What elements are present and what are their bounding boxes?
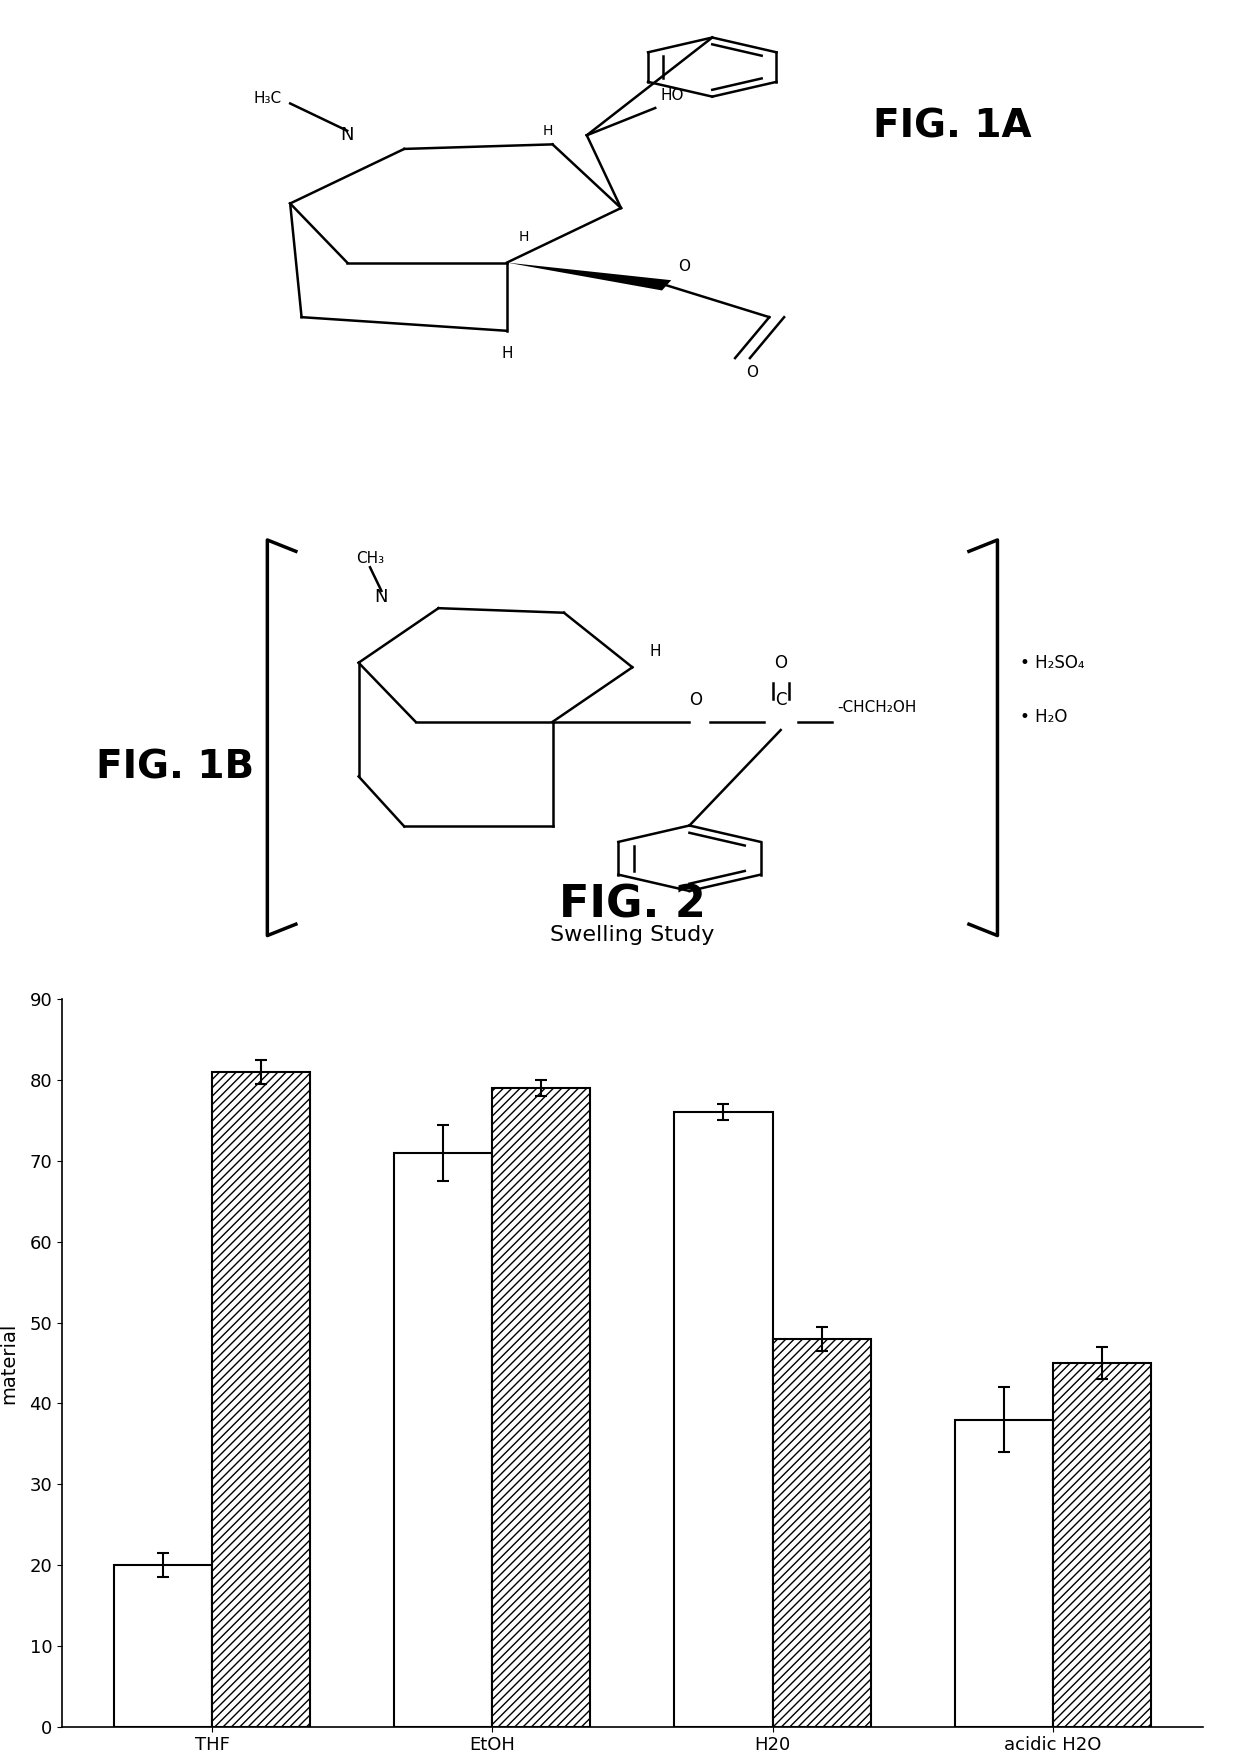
Text: N: N <box>374 589 388 606</box>
Text: H: H <box>542 123 553 137</box>
Y-axis label: Solvent content in swollen
material: Solvent content in swollen material <box>0 1233 19 1492</box>
Text: -CHCH₂OH: -CHCH₂OH <box>838 700 918 715</box>
Text: N: N <box>341 127 353 144</box>
Text: C: C <box>775 691 786 708</box>
Text: H: H <box>501 345 512 361</box>
Text: O: O <box>688 691 702 708</box>
Bar <box>955 1420 1053 1727</box>
Text: H: H <box>518 231 528 245</box>
Text: FIG. 1B: FIG. 1B <box>97 749 254 786</box>
Bar <box>394 1152 492 1727</box>
Text: H₃C: H₃C <box>253 92 281 106</box>
Bar <box>773 1339 870 1727</box>
Text: O: O <box>746 365 759 381</box>
Text: H: H <box>650 643 661 659</box>
Text: O: O <box>774 654 787 671</box>
Title: Swelling Study: Swelling Study <box>551 925 714 944</box>
Text: FIG. 1A: FIG. 1A <box>873 107 1032 144</box>
Bar <box>1053 1364 1151 1727</box>
Text: HO: HO <box>661 88 684 104</box>
Bar <box>492 1089 590 1727</box>
Text: CH₃: CH₃ <box>356 552 384 566</box>
Text: O: O <box>678 259 689 273</box>
Bar <box>114 1565 212 1727</box>
Bar <box>675 1112 773 1727</box>
Text: • H₂SO₄: • H₂SO₄ <box>1021 654 1085 671</box>
Text: • H₂O: • H₂O <box>1021 708 1068 726</box>
Text: FIG. 2: FIG. 2 <box>559 883 706 927</box>
Bar <box>212 1071 310 1727</box>
Polygon shape <box>507 263 671 291</box>
